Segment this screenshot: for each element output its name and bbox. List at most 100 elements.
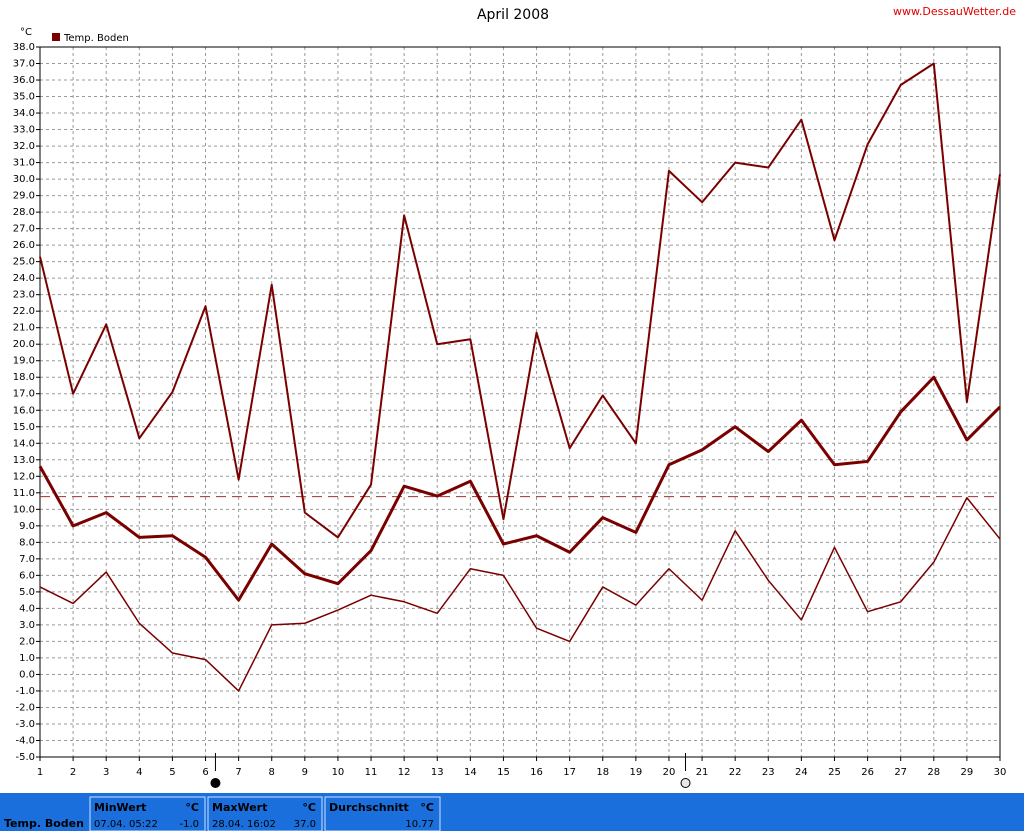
y-tick-label: 2.0 — [19, 636, 35, 647]
summary: Temp. Boden MinWert °C 07.04. 05:22 -1.0 MaxW… — [4, 796, 441, 831]
moon-new — [210, 778, 221, 788]
y-tick-label: 20.0 — [13, 339, 35, 350]
x-tick-label: 10 — [332, 767, 345, 778]
y-tick-label: 33.0 — [13, 125, 35, 136]
x-tick-label: 4 — [136, 767, 142, 778]
series-line — [38, 375, 1002, 602]
y-tick-label: 36.0 — [13, 75, 35, 86]
y-tick-label: 24.0 — [13, 273, 35, 284]
summary-unit: °C — [420, 801, 434, 814]
y-tick-label: 17.0 — [13, 389, 35, 400]
y-tick-label: 14.0 — [13, 438, 35, 449]
y-tick-label: 15.0 — [13, 422, 35, 433]
y-tick-label: 4.0 — [19, 603, 35, 614]
x-tick-label: 26 — [861, 767, 874, 778]
y-tick-label: 25.0 — [13, 257, 35, 268]
y-tick-label: 3.0 — [19, 620, 35, 631]
summary-time: 07.04. 05:22 — [94, 819, 158, 830]
legend-swatch — [52, 33, 60, 41]
y-tick-label: 27.0 — [13, 224, 35, 235]
y-tick-label: 35.0 — [13, 92, 35, 103]
y-tick-label: 28.0 — [13, 207, 35, 218]
x-tick-label: 27 — [894, 767, 907, 778]
summary-cell — [89, 796, 206, 831]
summary-unit: °C — [185, 801, 199, 814]
y-tick-label: -2.0 — [15, 702, 35, 713]
moon-full — [680, 778, 691, 788]
y-tick-label: 26.0 — [13, 240, 35, 251]
y-tick-label: 29.0 — [13, 191, 35, 202]
summary-cell — [324, 796, 441, 831]
x-tick-label: 28 — [927, 767, 940, 778]
summary-value: 10.77 — [405, 819, 434, 830]
y-tick-label: 12.0 — [13, 471, 35, 482]
y-tick-label: 11.0 — [13, 488, 35, 499]
y-tick-label: 9.0 — [19, 521, 35, 532]
x-tick-label: 14 — [464, 767, 477, 778]
y-tick-label: 5.0 — [19, 587, 35, 598]
x-tick-label: 13 — [431, 767, 444, 778]
y-tick-label: 10.0 — [13, 504, 35, 515]
x-tick-label: 23 — [762, 767, 775, 778]
x-tick-label: 11 — [365, 767, 378, 778]
y-tick-label: 19.0 — [13, 356, 35, 367]
x-tick-label: 1 — [37, 767, 43, 778]
y-unit: °C — [20, 27, 32, 38]
summary-cell — [207, 796, 323, 831]
y-tick-label: 32.0 — [13, 141, 35, 152]
x-tick-label: 29 — [961, 767, 974, 778]
x-tick-label: 3 — [103, 767, 109, 778]
summary-unit: °C — [302, 801, 316, 814]
summary-time: 28.04. 16:02 — [212, 819, 276, 830]
x-tick-label: 17 — [563, 767, 576, 778]
y-tick-label: 37.0 — [13, 59, 35, 70]
summary-header: Durchschnitt — [329, 801, 409, 814]
y-tick-label: 0.0 — [19, 669, 35, 680]
x-tick-label: 2 — [70, 767, 76, 778]
x-tick-label: 21 — [696, 767, 709, 778]
summary-header: MinWert — [94, 801, 146, 814]
y-tick-label: 16.0 — [13, 405, 35, 416]
x-tick-label: 12 — [398, 767, 411, 778]
y-tick-label: 13.0 — [13, 455, 35, 466]
summary-bar — [0, 793, 1024, 831]
x-tick-label: 22 — [729, 767, 742, 778]
x-tick-label: 7 — [235, 767, 241, 778]
x-tick-label: 5 — [169, 767, 175, 778]
x-tick-label: 9 — [302, 767, 308, 778]
y-tick-label: 34.0 — [13, 108, 35, 119]
summary-value: -1.0 — [179, 819, 199, 830]
x-tick-label: 19 — [629, 767, 642, 778]
x-tick-label: 30 — [994, 767, 1007, 778]
y-tick-label: 22.0 — [13, 306, 35, 317]
y-tick-label: 8.0 — [19, 537, 35, 548]
plot-frame — [39, 46, 1001, 758]
x-tick-label: 18 — [596, 767, 609, 778]
x-tick-label: 16 — [530, 767, 543, 778]
x-tick-label: 20 — [663, 767, 676, 778]
y-tick-label: -4.0 — [15, 735, 35, 746]
y-tick-label: 38.0 — [13, 42, 35, 53]
y-tick-label: 7.0 — [19, 554, 35, 565]
y-tick-label: 18.0 — [13, 372, 35, 383]
y-tick-label: 1.0 — [19, 653, 35, 664]
x-tick-label: 25 — [828, 767, 841, 778]
y-tick-label: -3.0 — [15, 719, 35, 730]
summary-value: 37.0 — [294, 819, 316, 830]
y-tick-label: 31.0 — [13, 158, 35, 169]
x-tick-label: 8 — [269, 767, 275, 778]
y-tick-label: 6.0 — [19, 570, 35, 581]
series-line — [39, 62, 1001, 539]
y-tick-label: 30.0 — [13, 174, 35, 185]
summary-header: MaxWert — [212, 801, 267, 814]
series-line — [39, 497, 1001, 692]
y-tick-label: -1.0 — [15, 686, 35, 697]
chart-title: April 2008 — [477, 7, 549, 23]
x-tick-label: 15 — [497, 767, 510, 778]
summary-label: Temp. Boden — [4, 817, 84, 830]
legend-label: Temp. Boden — [63, 33, 129, 44]
x-tick-label: 6 — [202, 767, 208, 778]
watermark: www.DessauWetter.de — [893, 5, 1016, 18]
